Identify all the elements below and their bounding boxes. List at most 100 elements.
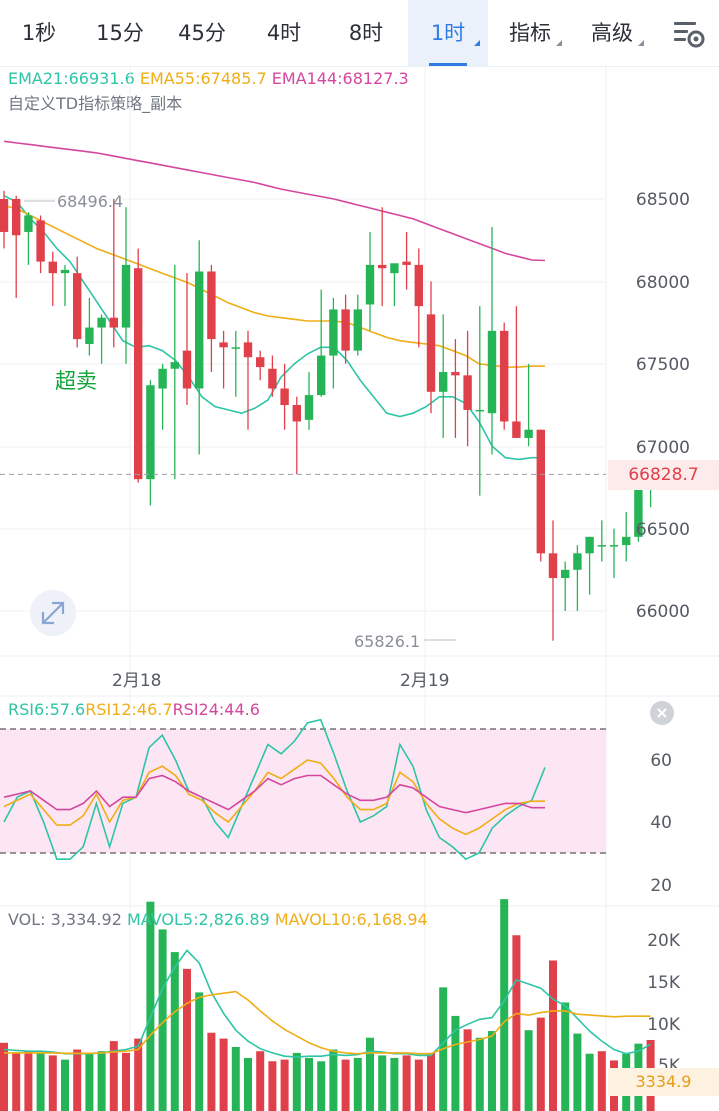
volume-bar xyxy=(280,1059,289,1111)
candle-body xyxy=(390,263,399,274)
volume-bar xyxy=(427,1052,435,1111)
tab-label: 4时 xyxy=(266,21,302,45)
candle-body xyxy=(329,309,338,356)
volume-bar xyxy=(341,1059,350,1111)
rsi-tick: 20 xyxy=(650,876,672,896)
candle-body xyxy=(304,395,314,420)
tab-advanced[interactable]: 高级 xyxy=(572,0,652,66)
candle-body xyxy=(85,327,94,345)
candle-body xyxy=(146,385,155,480)
rsi-layer xyxy=(0,718,606,861)
volume-bar xyxy=(61,1059,69,1111)
candle-body xyxy=(219,342,228,348)
price-tick: 67000 xyxy=(635,438,690,458)
tab-8h[interactable]: 8时 xyxy=(326,0,406,66)
volume-bar xyxy=(268,1061,277,1111)
volume-bar xyxy=(488,1031,496,1111)
candle-body xyxy=(512,421,521,438)
volume-bar xyxy=(122,1052,130,1111)
period-low-label: 65826.1 xyxy=(354,632,421,651)
volume-bar xyxy=(500,899,509,1111)
volume-bar xyxy=(402,1055,411,1111)
volume-bar xyxy=(329,1049,338,1111)
rsi-line-rsi24 xyxy=(3,774,545,814)
candle-body xyxy=(243,342,253,358)
volume-bar xyxy=(585,1053,594,1111)
volume-bar xyxy=(451,1015,460,1111)
volume-bar xyxy=(219,1038,228,1111)
ema55-value: EMA55:67485.7 xyxy=(139,69,267,88)
volume-legend: VOL: 3,334.92 MAVOL5:2,826.89 MAVOL10:6,… xyxy=(8,910,428,929)
price-tick: 66500 xyxy=(635,520,690,540)
rsi-legend: RSI6:57.6RSI12:46.7RSI24:44.6 xyxy=(8,700,260,719)
price-tick: 68000 xyxy=(635,273,690,293)
candle-body xyxy=(365,264,375,305)
candle-body xyxy=(268,368,277,389)
tab-45m[interactable]: 45分 xyxy=(162,0,242,66)
close-indicator-icon xyxy=(657,708,667,718)
current-volume-tag: 3334.9 xyxy=(608,1068,719,1096)
volume-bar xyxy=(48,1055,57,1111)
candle-body xyxy=(24,215,33,232)
volume-bar xyxy=(390,1057,399,1111)
date-tick: 2月18 xyxy=(112,671,162,691)
volume-bar xyxy=(317,1061,326,1111)
ema-line-ema144 xyxy=(3,140,546,262)
rsi-tick: 40 xyxy=(650,813,672,833)
volume-bar xyxy=(109,1041,118,1111)
volume-bar xyxy=(536,1017,545,1111)
tab-label: 高级 xyxy=(591,21,633,45)
candle-body xyxy=(341,309,350,351)
tab-4h[interactable]: 4时 xyxy=(244,0,324,66)
volume-bar xyxy=(378,1055,387,1111)
period-high-label: 68496.4 xyxy=(57,192,124,211)
volume-bar xyxy=(195,992,204,1111)
candle-body xyxy=(439,372,448,392)
volume-bar xyxy=(256,1051,265,1111)
tab-1h[interactable]: 1时 xyxy=(408,0,488,66)
tab-indicators[interactable]: 指标 xyxy=(490,0,570,66)
volume-tick: 20K xyxy=(647,931,680,951)
volume-bar xyxy=(134,1038,143,1111)
candle-body xyxy=(353,309,362,351)
candle-body xyxy=(73,273,82,340)
volume-tick: 10K xyxy=(647,1015,680,1035)
candle-body xyxy=(97,317,106,328)
candle-body xyxy=(317,355,326,396)
dropdown-triangle-icon xyxy=(556,40,562,46)
candle-body xyxy=(109,317,118,328)
price-tick: 68500 xyxy=(635,190,690,210)
tab-1s[interactable]: 1秒 xyxy=(0,0,78,66)
volume-bar xyxy=(573,1033,582,1111)
candle-body xyxy=(256,357,265,368)
price-tick: 66000 xyxy=(635,602,690,622)
date-tick: 2月19 xyxy=(400,671,450,691)
volume-bar xyxy=(73,1049,82,1111)
candle-body xyxy=(609,545,619,547)
candle-body xyxy=(597,545,606,547)
price-tick: 67500 xyxy=(635,355,690,375)
candle-body xyxy=(0,199,9,232)
chart-settings-icon[interactable] xyxy=(671,15,707,51)
interval-tab-bar: 1秒 15分 45分 4时 8时 1时 指标 高级 xyxy=(0,0,719,67)
close-indicator-button[interactable] xyxy=(650,701,674,725)
tab-label: 45分 xyxy=(178,21,226,45)
rsi-line-rsi6 xyxy=(3,718,546,861)
ema-line-ema21 xyxy=(3,194,545,461)
tab-15m[interactable]: 15分 xyxy=(80,0,160,66)
ema-legend: EMA21:66931.6 EMA55:67485.7 EMA144:68127… xyxy=(8,69,409,88)
volume-bar xyxy=(244,1057,252,1111)
rsi6-value: RSI6:57.6 xyxy=(8,700,86,719)
mavol-line-mavol10 xyxy=(4,990,651,1055)
candle-body xyxy=(121,264,131,328)
volume-bar xyxy=(97,1051,106,1111)
candle-body xyxy=(561,569,570,579)
candle-body xyxy=(463,375,472,410)
volume-bar xyxy=(24,1051,33,1111)
candle-body xyxy=(170,362,179,369)
candle-body xyxy=(573,553,582,570)
candle-body xyxy=(585,536,594,554)
expand-chart-button[interactable] xyxy=(30,590,76,636)
strategy-name: 自定义TD指标策略_副本 xyxy=(8,94,183,113)
volume-bar xyxy=(85,1052,94,1111)
